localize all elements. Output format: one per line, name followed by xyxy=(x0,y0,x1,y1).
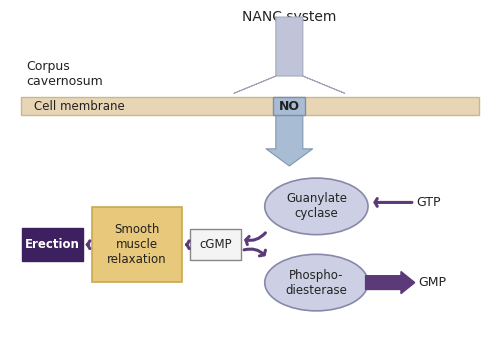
FancyArrow shape xyxy=(366,272,414,294)
FancyBboxPatch shape xyxy=(190,229,241,260)
Text: Phospho-
diesterase: Phospho- diesterase xyxy=(286,269,348,297)
FancyBboxPatch shape xyxy=(22,97,478,115)
Text: Erection: Erection xyxy=(25,238,80,251)
Text: Smooth
muscle
relaxation: Smooth muscle relaxation xyxy=(107,223,166,266)
Text: NANC system: NANC system xyxy=(242,10,336,24)
FancyBboxPatch shape xyxy=(92,207,182,282)
Text: Corpus
cavernosum: Corpus cavernosum xyxy=(26,60,103,88)
Text: GMP: GMP xyxy=(418,276,446,289)
Ellipse shape xyxy=(265,254,368,311)
Polygon shape xyxy=(266,114,312,166)
Text: Guanylate
cyclase: Guanylate cyclase xyxy=(286,192,347,220)
Ellipse shape xyxy=(265,178,368,235)
Polygon shape xyxy=(234,17,344,93)
FancyBboxPatch shape xyxy=(22,228,82,262)
Text: cGMP: cGMP xyxy=(200,238,232,251)
Text: GTP: GTP xyxy=(416,196,440,209)
Text: NO: NO xyxy=(279,99,300,113)
Text: Cell membrane: Cell membrane xyxy=(34,99,124,113)
FancyBboxPatch shape xyxy=(274,97,306,115)
